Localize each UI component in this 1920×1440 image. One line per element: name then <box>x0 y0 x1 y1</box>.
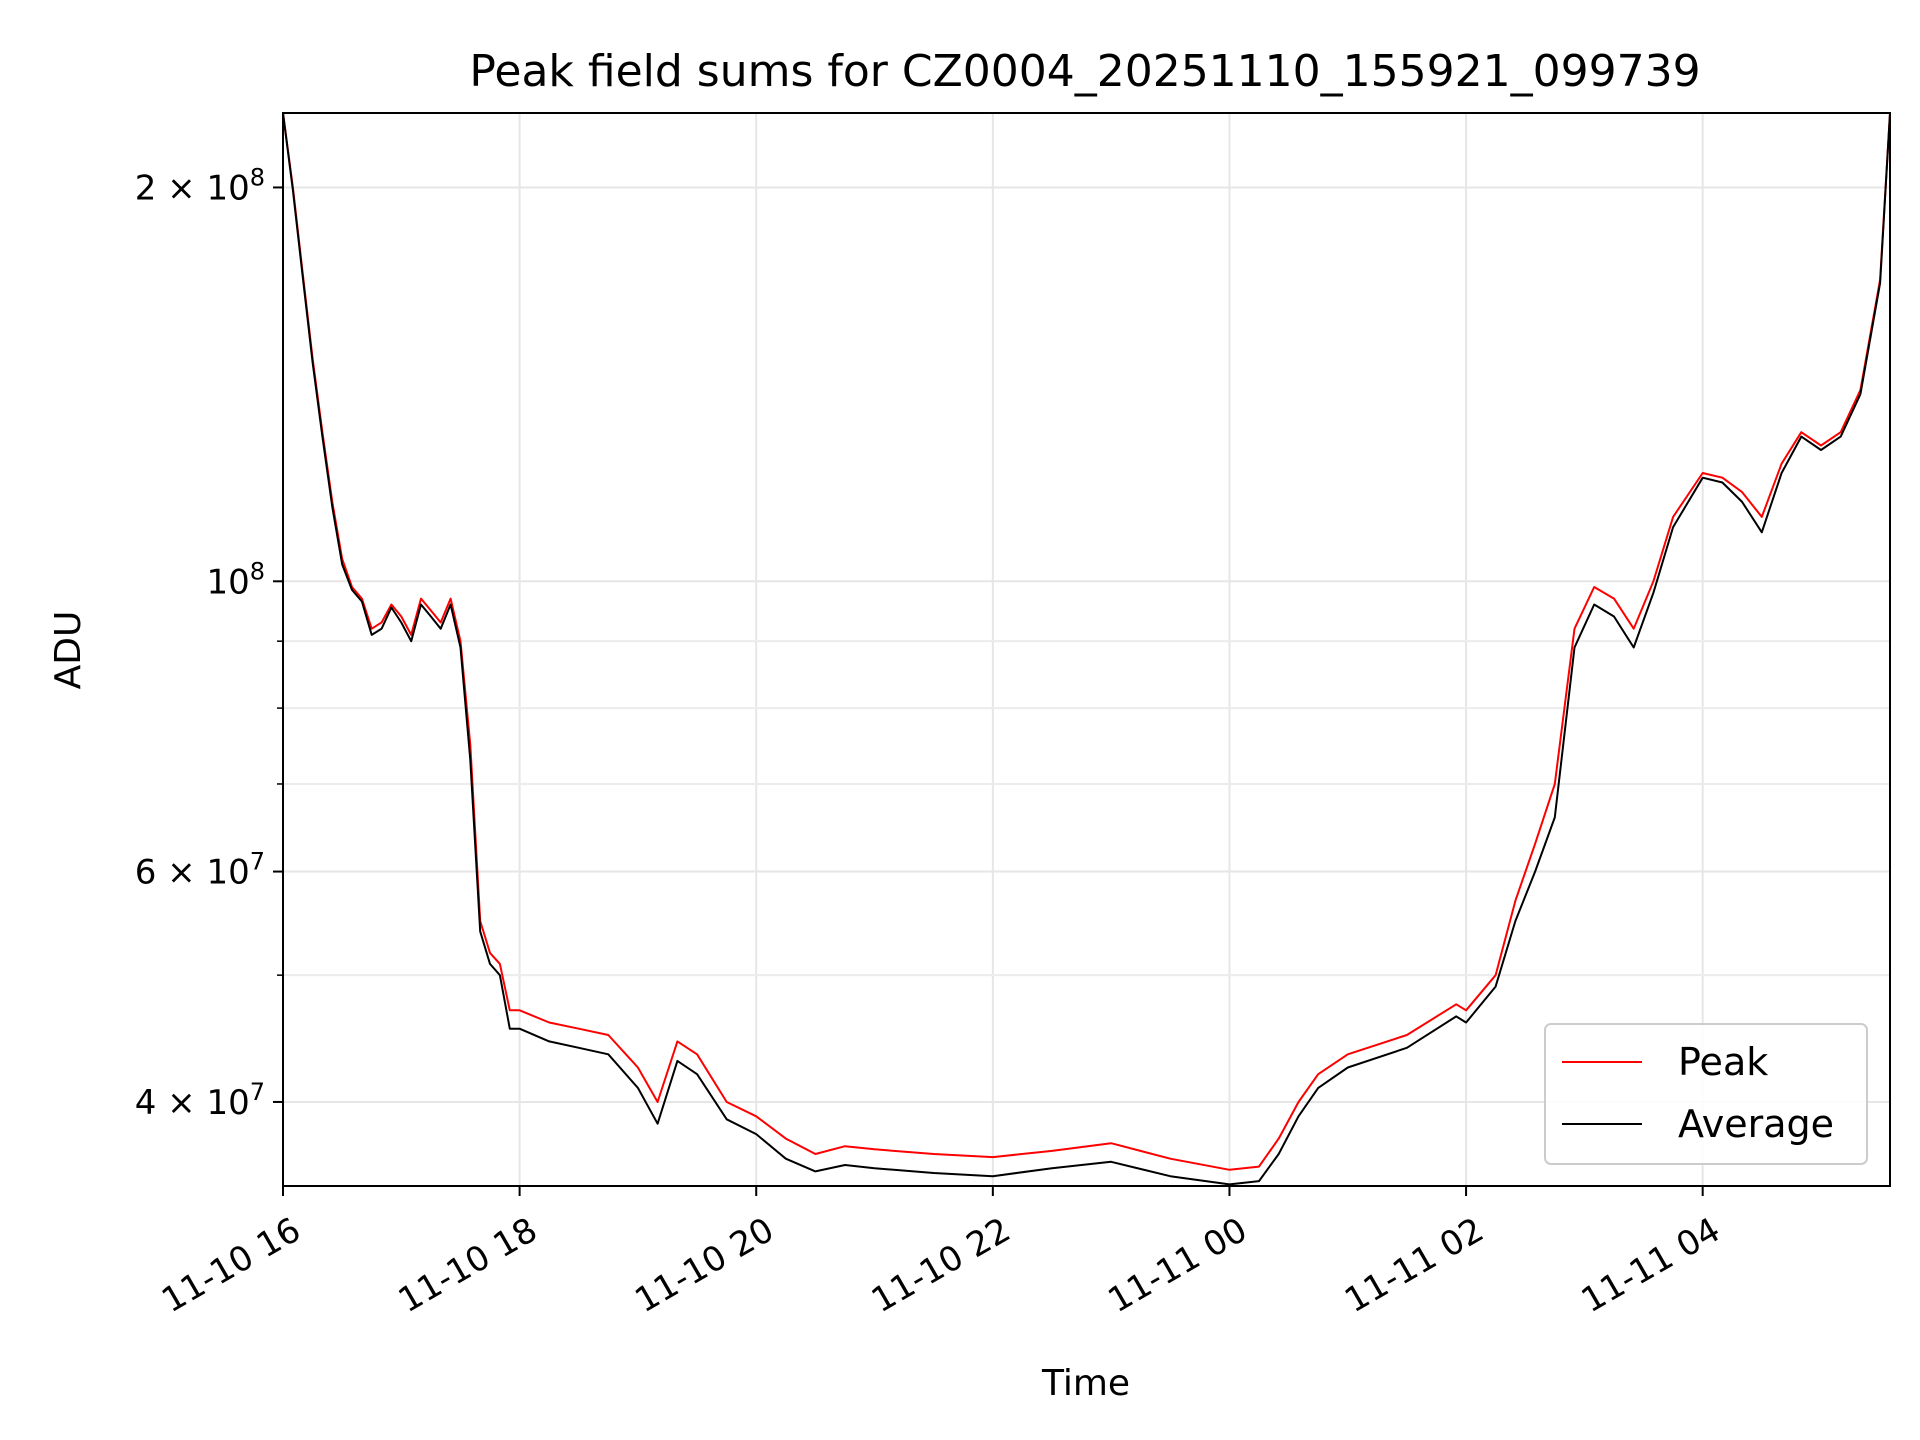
y-tick-exponent: 7 <box>250 1078 265 1106</box>
y-tick-base: 10 <box>206 562 249 602</box>
y-tick-label: 6 × 107 <box>135 848 265 893</box>
legend: Peak Average <box>1544 1023 1868 1165</box>
y-tick-exponent: 8 <box>250 163 265 191</box>
plot-frame <box>282 112 1891 1187</box>
series-layer <box>282 112 1891 1186</box>
y-tick-exponent: 7 <box>250 848 265 876</box>
series-line-average <box>282 112 1891 1186</box>
legend-frame <box>1544 1023 1868 1165</box>
chart-title: Peak field sums for CZ0004_20251110_1559… <box>469 46 1700 97</box>
y-tick-base: 6 × 10 <box>135 853 250 893</box>
y-axis-title: ADU <box>48 611 89 690</box>
y-tick-label: 4 × 107 <box>135 1078 265 1123</box>
y-tick-exponent: 8 <box>250 557 265 585</box>
y-tick-base: 2 × 10 <box>135 168 250 208</box>
x-axis-title: Time <box>1041 1363 1130 1404</box>
legend-label-average: Average <box>1678 1102 1834 1146</box>
y-tick-label: 2 × 108 <box>135 163 265 208</box>
series-line-peak <box>282 112 1891 1171</box>
legend-label-peak: Peak <box>1678 1040 1768 1084</box>
y-tick-base: 4 × 10 <box>135 1083 250 1123</box>
y-tick-label: 108 <box>206 557 265 602</box>
